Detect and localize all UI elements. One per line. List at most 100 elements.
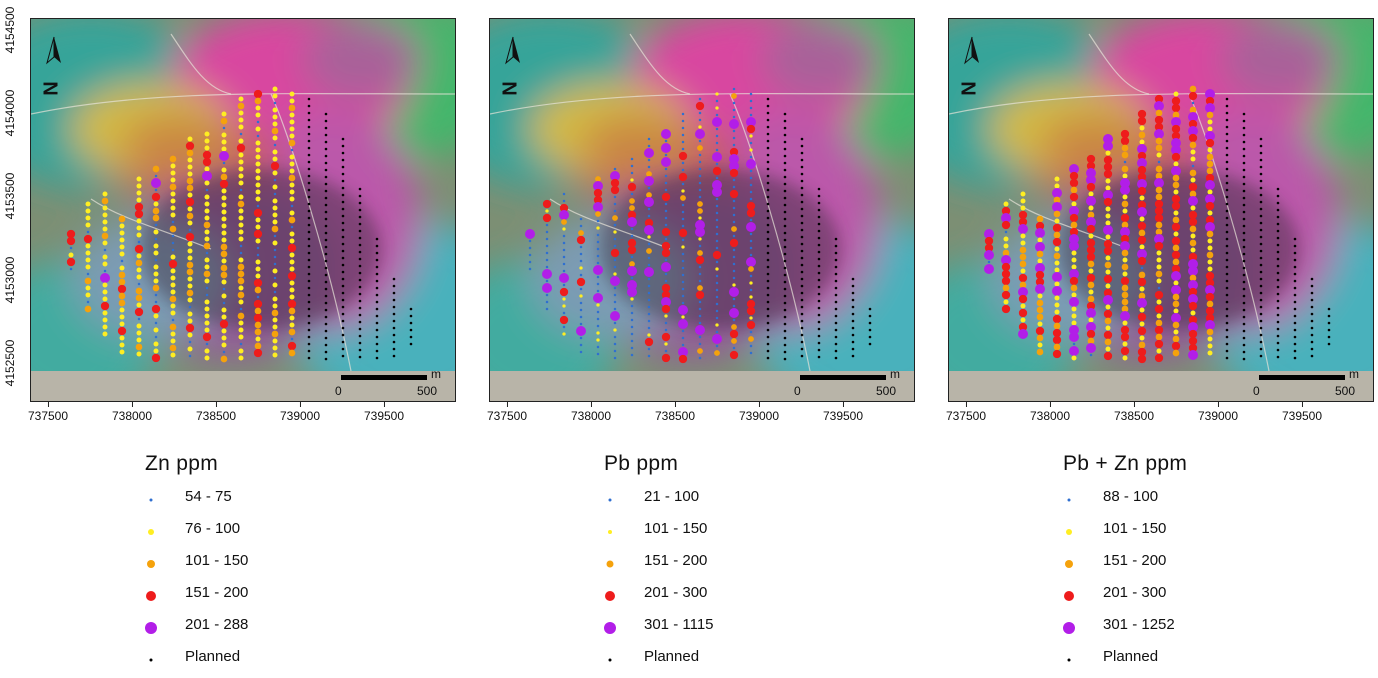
sample-point <box>1207 336 1213 342</box>
sample-point <box>1103 141 1113 151</box>
sample-point <box>681 112 685 116</box>
sample-point <box>238 348 244 354</box>
sample-point <box>1171 117 1181 127</box>
sample-point <box>681 126 685 130</box>
planned-point <box>1242 301 1246 305</box>
sample-point <box>681 336 685 340</box>
planned-point <box>1259 326 1263 330</box>
sample-point <box>1020 233 1026 239</box>
sample-point <box>1002 284 1010 292</box>
planned-point <box>1276 348 1280 352</box>
sample-point <box>595 211 601 217</box>
sample-point <box>1086 252 1096 262</box>
planned-point <box>783 350 787 354</box>
sample-point <box>1155 333 1163 341</box>
planned-point <box>324 343 328 347</box>
planned-point <box>766 223 770 227</box>
sample-point <box>1086 224 1096 234</box>
planned-point <box>1225 195 1229 199</box>
planned-point <box>358 306 362 310</box>
sample-point <box>749 134 753 138</box>
planned-point <box>851 333 855 337</box>
sample-point <box>748 266 754 272</box>
planned-point <box>783 231 787 235</box>
legend-symbol-icon <box>604 558 616 570</box>
planned-point <box>1259 263 1263 267</box>
sample-point <box>272 184 278 190</box>
sample-point <box>698 181 702 185</box>
sample-point <box>644 218 654 228</box>
sample-point <box>1053 231 1061 239</box>
x-tick-label: 738500 <box>1114 402 1154 423</box>
sample-point <box>613 272 617 276</box>
sample-point <box>102 240 108 246</box>
sample-point <box>1069 178 1079 188</box>
sample-point <box>712 250 722 260</box>
planned-point <box>766 314 770 318</box>
planned-point <box>783 301 787 305</box>
planned-point <box>834 279 838 283</box>
sample-point <box>1003 201 1009 207</box>
planned-point <box>1242 140 1246 144</box>
sample-point <box>273 276 277 280</box>
planned-point <box>800 333 804 337</box>
sample-point <box>698 300 702 304</box>
sample-point <box>596 289 600 293</box>
sample-point <box>219 151 229 161</box>
planned-point <box>817 355 821 359</box>
sample-point <box>1205 89 1215 99</box>
sample-point <box>238 208 244 214</box>
sample-point <box>732 87 736 91</box>
sample-point <box>749 190 753 194</box>
sample-point <box>238 159 244 165</box>
sample-point <box>627 266 637 276</box>
sample-point <box>1087 260 1095 268</box>
planned-point <box>817 264 821 268</box>
planned-point <box>800 235 804 239</box>
sample-point <box>678 305 688 315</box>
sample-point <box>204 131 210 137</box>
sample-point <box>1121 291 1129 299</box>
sample-point <box>254 286 262 294</box>
sample-point <box>169 323 177 331</box>
planned-point <box>1259 137 1263 141</box>
sample-point <box>154 174 158 178</box>
sample-point <box>1104 317 1112 325</box>
sample-point <box>630 346 634 350</box>
sample-point <box>238 299 244 305</box>
planned-point <box>1327 335 1331 339</box>
sample-point <box>1069 276 1079 286</box>
sample-point <box>732 269 736 273</box>
sample-point <box>289 315 295 321</box>
sample-point <box>545 300 549 304</box>
sample-point <box>1004 230 1008 234</box>
x-tick-label: 739000 <box>280 402 320 423</box>
sample-point <box>1189 85 1197 93</box>
sample-point <box>627 245 637 255</box>
sample-point <box>255 266 261 272</box>
sample-point <box>647 137 651 141</box>
legend-label: Planned <box>185 648 241 665</box>
sample-point <box>698 321 702 325</box>
sample-point <box>681 343 685 347</box>
sample-point <box>579 245 583 249</box>
legend-title: Pb ppm <box>604 452 679 475</box>
planned-point <box>783 280 787 284</box>
sample-point <box>255 161 261 167</box>
sample-point <box>749 106 753 110</box>
sample-point <box>289 231 295 237</box>
sample-point <box>237 263 245 271</box>
planned-point <box>375 279 379 283</box>
sample-point <box>698 272 702 276</box>
sample-point <box>1155 144 1163 152</box>
sample-point <box>239 342 243 346</box>
sample-point <box>1120 227 1130 237</box>
sample-point <box>596 317 600 321</box>
sample-point <box>698 174 702 178</box>
sample-point <box>118 278 126 286</box>
sample-point <box>84 305 92 313</box>
sample-point <box>1086 182 1096 192</box>
